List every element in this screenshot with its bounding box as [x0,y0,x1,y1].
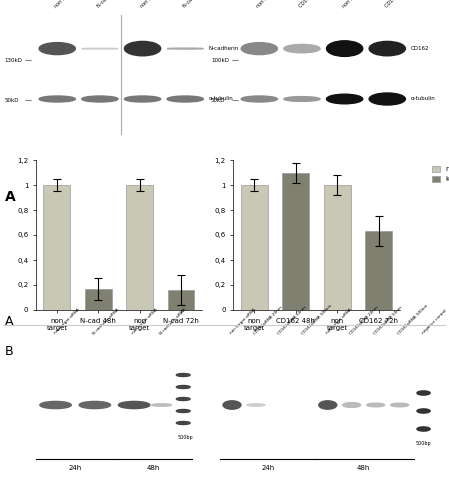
Bar [167,290,194,310]
Ellipse shape [343,402,361,407]
Text: —: — [25,57,32,63]
Ellipse shape [40,402,71,408]
Ellipse shape [39,96,75,102]
Text: negative control: negative control [421,309,447,336]
Text: —: — [25,97,32,103]
Text: N-cadherin siRNA 48 h: N-cadherin siRNA 48 h [97,0,139,9]
Bar [324,185,351,310]
Text: non target siRNA 72 h: non target siRNA 72 h [341,0,383,9]
Legend: non target, knockdown: non target, knockdown [430,164,449,184]
Ellipse shape [284,44,320,53]
Text: N-cadherin siRNA: N-cadherin siRNA [92,308,120,336]
Bar [44,185,70,310]
Ellipse shape [82,48,118,49]
Ellipse shape [223,401,241,409]
Text: non target siRNA 48 h: non target siRNA 48 h [256,0,298,9]
Ellipse shape [241,42,277,54]
Ellipse shape [391,403,409,407]
Text: 24h: 24h [261,465,274,471]
Ellipse shape [124,96,161,102]
Ellipse shape [284,96,320,102]
Text: CD162 siRNA 72 h: CD162 siRNA 72 h [384,0,419,9]
Text: —: — [231,97,238,103]
Text: 100kD: 100kD [211,58,229,62]
Text: 24h: 24h [69,465,82,471]
Text: non target siRNA: non target siRNA [325,308,352,336]
Ellipse shape [124,42,161,56]
Ellipse shape [176,374,190,376]
Ellipse shape [369,93,405,105]
Text: α-tubulin: α-tubulin [209,96,233,102]
Ellipse shape [369,42,405,56]
Ellipse shape [167,48,203,49]
Ellipse shape [367,403,385,407]
Text: α-tubulin: α-tubulin [411,96,436,102]
Text: N-cadherin siRNA 72 h: N-cadherin siRNA 72 h [182,0,224,9]
Text: 50kD: 50kD [4,98,19,102]
Ellipse shape [176,422,190,424]
Ellipse shape [326,41,363,56]
Text: N-cadherin siRNA: N-cadherin siRNA [159,308,187,336]
Text: 500bp: 500bp [177,435,193,440]
Ellipse shape [417,391,430,395]
Text: CD162siRNA 48 h: CD162siRNA 48 h [299,0,333,9]
Ellipse shape [176,386,190,388]
Ellipse shape [247,404,265,406]
Text: CD162siRNA 100nm: CD162siRNA 100nm [301,303,333,336]
Ellipse shape [39,42,75,54]
Ellipse shape [152,404,172,406]
Text: CD162siRNA 50nm: CD162siRNA 50nm [373,305,403,336]
Text: non target siRNA: non target siRNA [131,308,158,336]
Text: A: A [4,190,15,204]
Bar [126,185,153,310]
Text: B: B [4,345,13,358]
Text: 130kD: 130kD [4,58,22,62]
Text: CD162siRNA 100nm: CD162siRNA 100nm [397,303,429,336]
Text: N-cadherin: N-cadherin [209,46,239,51]
Text: non target siRNA 72 h: non target siRNA 72 h [139,0,181,9]
Ellipse shape [417,427,430,431]
Bar [241,185,268,310]
Text: 500bp: 500bp [416,441,431,446]
Ellipse shape [326,94,363,104]
Text: CD162siRNA 20nm: CD162siRNA 20nm [253,305,283,336]
Ellipse shape [176,410,190,412]
Text: CD162: CD162 [411,46,429,51]
Text: 48h: 48h [147,465,160,471]
Ellipse shape [167,96,203,102]
Text: non target siRNA: non target siRNA [229,308,256,336]
Text: 50kD: 50kD [211,98,225,102]
Ellipse shape [79,402,110,408]
Text: non target siRNA: non target siRNA [53,308,80,336]
Bar [282,172,309,310]
Ellipse shape [176,398,190,400]
Text: A: A [4,315,13,328]
Ellipse shape [319,401,337,409]
Text: non target siRNA 48 h: non target siRNA 48 h [54,0,96,9]
Text: CD162siRNA 50nm: CD162siRNA 50nm [277,305,308,336]
Bar [365,231,392,310]
Ellipse shape [82,96,118,102]
Text: —: — [231,57,238,63]
Ellipse shape [119,402,150,408]
Text: 48h: 48h [357,465,370,471]
Ellipse shape [417,409,430,413]
Ellipse shape [241,96,277,102]
Text: CD162siRNA 20nm: CD162siRNA 20nm [349,305,379,336]
Bar [85,289,112,310]
